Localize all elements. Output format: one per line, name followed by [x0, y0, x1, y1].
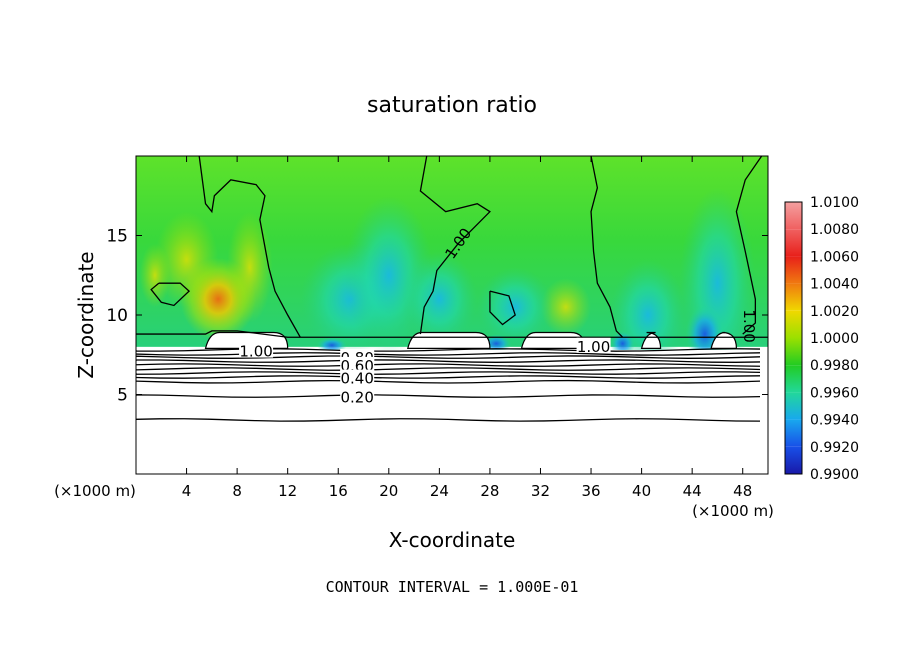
colorbar-band: [785, 419, 802, 447]
anomaly-blob: [227, 211, 273, 323]
y-axis-label: Z-coordinate: [74, 251, 98, 378]
x-unit-label-right: (×1000 m): [692, 502, 774, 520]
anomaly-blob: [477, 267, 554, 347]
colorbar-label: 0.9960: [810, 385, 859, 401]
cloud-patch: [640, 331, 662, 349]
contour-line-1-00: [198, 156, 301, 338]
subsaturated-region: [136, 349, 768, 474]
colorbar-band: [785, 310, 802, 338]
plot-area: 1.001.001.001.000.800.600.400.20: [136, 156, 768, 474]
y-tick-label: 15: [106, 227, 128, 247]
anomaly-blob: [540, 278, 592, 336]
contour-line: [136, 379, 761, 384]
colorbar-label: 0.9920: [810, 440, 859, 456]
anomaly-blob: [316, 337, 348, 354]
chart-title: saturation ratio: [367, 93, 537, 118]
x-tick-label: 28: [480, 482, 499, 500]
anomaly-blob: [401, 251, 478, 347]
contour-label: 0.20: [340, 388, 375, 407]
contour-line-1-00: [136, 330, 768, 338]
cloud-patch: [520, 331, 586, 349]
contour-line-1-00: [150, 282, 191, 307]
x-tick-label: 48: [733, 482, 752, 500]
y-tick-label: 10: [106, 306, 128, 326]
contour-label-text: 1.00: [239, 343, 272, 361]
contour-line: [136, 375, 761, 379]
x-tick-label: 4: [182, 482, 192, 500]
contour-line: [136, 355, 761, 359]
colorbar-label: 1.0080: [810, 222, 859, 238]
contour-label-text: 0.40: [340, 370, 373, 388]
contour-line-1-00: [489, 290, 516, 326]
x-tick-label: 8: [232, 482, 242, 500]
contour-label-text: 1.00: [740, 309, 758, 342]
contour-lines: [136, 156, 768, 422]
contour-interval-note: CONTOUR INTERVAL = 1.000E-01: [326, 578, 579, 596]
colorbar-band: [785, 392, 802, 420]
colorbar-band: [785, 365, 802, 393]
contour-line-1-00: [419, 156, 491, 335]
cloud-patch: [406, 331, 491, 349]
x-tick-label: 12: [278, 482, 297, 500]
anomaly-blob: [139, 243, 171, 308]
x-tick-label: 32: [531, 482, 550, 500]
contour-line: [136, 367, 761, 371]
y-axis-ticks: 5 10 15: [106, 227, 768, 406]
colorbar-label: 1.0020: [810, 304, 859, 320]
contour-label: 1.00: [239, 342, 274, 361]
x-tick-label: 20: [379, 482, 398, 500]
x-unit-label-left: (×1000 m): [54, 482, 136, 500]
contour-line: [136, 371, 761, 375]
colorbar-label: 1.0060: [810, 249, 859, 265]
cloud-patch: [710, 331, 738, 349]
contour-label: 1.00: [740, 309, 758, 342]
colorbar-band: [785, 202, 802, 230]
y-tick-label: 5: [117, 386, 128, 406]
colorbar-band: [785, 283, 802, 311]
contour-line: [136, 394, 761, 398]
contour-line: [136, 352, 761, 356]
contour-label-text: 0.20: [340, 389, 373, 407]
x-tick-label: 40: [632, 482, 651, 500]
contour-label: 0.40: [340, 369, 375, 388]
contour-label: 1.00: [576, 337, 611, 356]
x-tick-label: 16: [329, 482, 348, 500]
contour-line: [136, 359, 761, 363]
x-axis-ticks: 4 8 12 16 20 24 28 32 36 40 44 48: [182, 156, 752, 500]
colorbar-band: [785, 229, 802, 257]
colorbar-band: [785, 446, 802, 474]
contour-line: [136, 418, 761, 422]
colorbar-band: [785, 338, 802, 366]
colorbar: 1.0100 1.0080 1.0060 1.0040 1.0020 1.0000 0.99…: [784, 195, 859, 483]
contour-line: [136, 348, 761, 352]
colorbar-label: 0.9900: [810, 467, 859, 483]
colorbar-label: 1.0000: [810, 331, 859, 347]
colorbar-label: 1.0040: [810, 277, 859, 293]
x-tick-label: 44: [683, 482, 702, 500]
x-tick-label: 36: [581, 482, 600, 500]
x-axis-label: X-coordinate: [389, 528, 516, 552]
contour-label-text: 1.00: [577, 338, 610, 356]
colorbar-frame: [784, 201, 803, 475]
contour-line-1-00: [590, 156, 624, 338]
colorbar-label: 0.9940: [810, 413, 859, 429]
contour-line: [136, 363, 761, 367]
x-tick-label: 24: [430, 482, 449, 500]
colorbar-label: 1.0100: [810, 195, 859, 211]
contour-line-1-00: [735, 156, 763, 335]
colorbar-label: 0.9980: [810, 358, 859, 374]
colorbar-band: [785, 256, 802, 284]
